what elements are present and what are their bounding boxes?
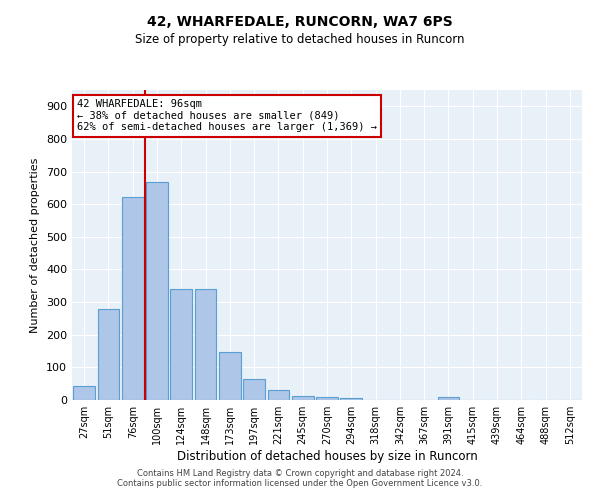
Bar: [194, 288, 217, 400]
Y-axis label: Number of detached properties: Number of detached properties: [31, 158, 40, 332]
Text: 42, WHARFEDALE, RUNCORN, WA7 6PS: 42, WHARFEDALE, RUNCORN, WA7 6PS: [147, 15, 453, 29]
Bar: [243, 379, 265, 400]
Text: 42 WHARFEDALE: 96sqm
← 38% of detached houses are smaller (849)
62% of semi-deta: 42 WHARFEDALE: 96sqm ← 38% of detached h…: [77, 100, 377, 132]
Bar: [268, 390, 289, 400]
Bar: [340, 398, 362, 400]
Bar: [170, 288, 192, 400]
X-axis label: Distribution of detached houses by size in Runcorn: Distribution of detached houses by size …: [176, 450, 478, 463]
Bar: [97, 308, 119, 400]
Bar: [73, 386, 95, 400]
Text: Contains public sector information licensed under the Open Government Licence v3: Contains public sector information licen…: [118, 478, 482, 488]
Text: Contains HM Land Registry data © Crown copyright and database right 2024.: Contains HM Land Registry data © Crown c…: [137, 468, 463, 477]
Bar: [316, 398, 338, 400]
Bar: [292, 396, 314, 400]
Bar: [146, 182, 168, 400]
Text: Size of property relative to detached houses in Runcorn: Size of property relative to detached ho…: [135, 32, 465, 46]
Bar: [219, 352, 241, 400]
Bar: [122, 197, 143, 400]
Bar: [437, 396, 460, 400]
